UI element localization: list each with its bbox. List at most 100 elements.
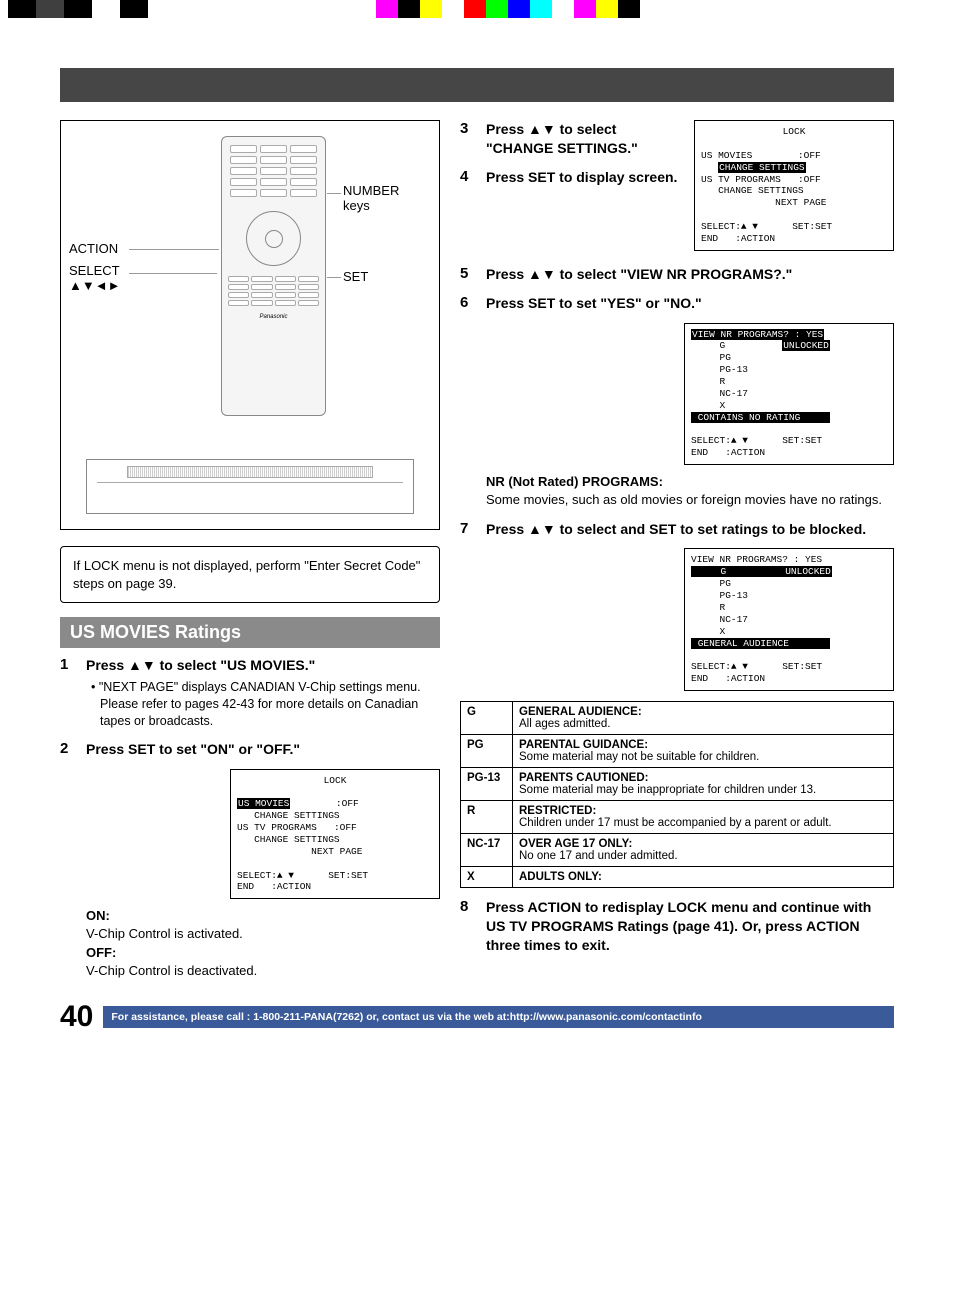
- osd-footer: END :ACTION: [691, 447, 765, 458]
- osd-line: G UNLOCKED: [691, 566, 832, 577]
- table-row: PGPARENTAL GUIDANCE:Some material may no…: [461, 735, 894, 768]
- step-title: Press ▲▼ to select "US MOVIES.": [86, 657, 315, 673]
- color-registration-bar: [0, 0, 954, 18]
- page-number: 40: [60, 1000, 93, 1034]
- on-off-description: ON: V-Chip Control is activated. OFF: V-…: [60, 907, 440, 980]
- rating-desc: RESTRICTED:Children under 17 must be acc…: [513, 801, 894, 834]
- rating-desc: PARENTS CAUTIONED:Some material may be i…: [513, 768, 894, 801]
- osd-footer: END :ACTION: [237, 881, 311, 892]
- rating-desc: ADULTS ONLY:: [513, 867, 894, 888]
- osd-line: CHANGE SETTINGS: [701, 162, 806, 173]
- rating-desc: PARENTAL GUIDANCE:Some material may not …: [513, 735, 894, 768]
- step-2: 2 Press SET to set "ON" or "OFF.": [60, 740, 440, 759]
- label-set: SET: [343, 269, 368, 284]
- osd-nr-screen-2: VIEW NR PROGRAMS? : YES G UNLOCKED PG PG…: [684, 548, 894, 691]
- osd-line: PG: [691, 352, 731, 363]
- step-number: 6: [460, 294, 476, 313]
- osd-lock-screen-2: LOCK US MOVIES :OFF CHANGE SETTINGS US T…: [694, 120, 894, 251]
- osd-line: PG-13: [691, 590, 748, 601]
- step-7: 7 Press ▲▼ to select and SET to set rati…: [460, 520, 894, 539]
- leader-line: [327, 193, 341, 194]
- table-row: NC-17OVER AGE 17 ONLY:No one 17 and unde…: [461, 834, 894, 867]
- osd-line: R: [691, 602, 725, 613]
- osd-wrap: VIEW NR PROGRAMS? : YES G UNLOCKED PG PG…: [460, 548, 894, 691]
- step-number: 5: [460, 265, 476, 284]
- nr-text: Some movies, such as old movies or forei…: [486, 492, 882, 507]
- osd-line: NC-17: [691, 388, 748, 399]
- osd-title: LOCK: [701, 126, 887, 138]
- device-front-panel: [86, 459, 414, 514]
- step-title: Press ACTION to redisplay LOCK menu and …: [486, 899, 871, 953]
- remote-number-keys: [222, 137, 325, 205]
- osd-head: VIEW NR PROGRAMS? : YES: [691, 554, 822, 565]
- note-box: If LOCK menu is not displayed, perform "…: [60, 546, 440, 603]
- rating-desc: GENERAL AUDIENCE:All ages admitted.: [513, 702, 894, 735]
- osd-nr-screen-1: VIEW NR PROGRAMS? : YES G UNLOCKED PG PG…: [684, 323, 894, 466]
- leader-line: [129, 249, 219, 250]
- table-row: GGENERAL AUDIENCE:All ages admitted.: [461, 702, 894, 735]
- step-number: 1: [60, 656, 76, 730]
- rating-code: NC-17: [461, 834, 513, 867]
- osd-line: X: [691, 626, 725, 637]
- osd-footer: END :ACTION: [691, 673, 765, 684]
- osd-line: CONTAINS NO RATING: [691, 412, 830, 423]
- on-label: ON:: [86, 908, 110, 923]
- osd-line: US MOVIES :OFF: [237, 798, 359, 809]
- step-title: Press ▲▼ to select and SET to set rating…: [486, 521, 866, 537]
- section-header: US MOVIES Ratings: [60, 617, 440, 648]
- step-title: Press SET to set "ON" or "OFF.": [86, 741, 300, 757]
- footer-assistance-bar: For assistance, please call : 1-800-211-…: [103, 1006, 894, 1028]
- osd-footer: END :ACTION: [701, 233, 775, 244]
- step-1: 1 Press ▲▼ to select "US MOVIES." • "NEX…: [60, 656, 440, 730]
- osd-line: CHANGE SETTINGS: [237, 834, 340, 845]
- rating-code: G: [461, 702, 513, 735]
- step-number: 2: [60, 740, 76, 759]
- nr-title: NR (Not Rated) PROGRAMS:: [486, 474, 663, 489]
- rating-code: R: [461, 801, 513, 834]
- step-number: 8: [460, 898, 476, 955]
- osd-line: CHANGE SETTINGS: [237, 810, 340, 821]
- step-8: 8 Press ACTION to redisplay LOCK menu an…: [460, 898, 894, 955]
- step-number: 7: [460, 520, 476, 539]
- step-title: Press SET to display screen.: [486, 169, 677, 185]
- page-content: ACTION SELECT ▲▼◄► NUMBER keys SET: [0, 18, 954, 1054]
- osd-head: VIEW NR PROGRAMS? : YES: [691, 329, 824, 340]
- osd-wrap: VIEW NR PROGRAMS? : YES G UNLOCKED PG PG…: [460, 323, 894, 466]
- left-column: ACTION SELECT ▲▼◄► NUMBER keys SET: [60, 120, 440, 980]
- page-footer: 40 For assistance, please call : 1-800-2…: [60, 1000, 894, 1034]
- osd-footer: SELECT:▲ ▼ SET:SET: [691, 661, 822, 672]
- step-6: 6 Press SET to set "YES" or "NO.": [460, 294, 894, 313]
- rating-desc: OVER AGE 17 ONLY:No one 17 and under adm…: [513, 834, 894, 867]
- step-title: Press ▲▼ to select "CHANGE SETTINGS.": [486, 121, 638, 156]
- remote-transport-keys: [222, 272, 325, 310]
- osd-footer: SELECT:▲ ▼ SET:SET: [701, 221, 832, 232]
- remote-body: Panasonic: [221, 136, 326, 416]
- bullet-text: "NEXT PAGE" displays CANADIAN V-Chip set…: [99, 680, 421, 728]
- step-5: 5 Press ▲▼ to select "VIEW NR PROGRAMS?.…: [460, 265, 894, 284]
- off-label: OFF:: [86, 945, 116, 960]
- label-number: NUMBER keys: [343, 183, 399, 213]
- two-column-layout: ACTION SELECT ▲▼◄► NUMBER keys SET: [60, 120, 894, 980]
- label-action: ACTION: [69, 241, 118, 256]
- osd-line: PG: [691, 578, 731, 589]
- rating-code: PG: [461, 735, 513, 768]
- remote-brand: Panasonic: [222, 314, 325, 320]
- step-3: 3 Press ▲▼ to select "CHANGE SETTINGS.": [460, 120, 684, 158]
- table-row: XADULTS ONLY:: [461, 867, 894, 888]
- label-select: SELECT ▲▼◄►: [69, 263, 120, 293]
- osd-line: US TV PROGRAMS :OFF: [237, 822, 357, 833]
- osd-line: X: [691, 400, 725, 411]
- step-number: 4: [460, 168, 476, 187]
- osd-line: PG-13: [691, 364, 748, 375]
- nr-description: NR (Not Rated) PROGRAMS: Some movies, su…: [460, 473, 894, 509]
- osd-lock-screen-1: LOCK US MOVIES :OFF CHANGE SETTINGS US T…: [230, 769, 440, 900]
- rating-code: PG-13: [461, 768, 513, 801]
- on-text: V-Chip Control is activated.: [86, 926, 243, 941]
- leader-line: [327, 277, 341, 278]
- remote-dpad: [246, 211, 301, 266]
- step-number: 3: [460, 120, 476, 158]
- step-title: Press ▲▼ to select "VIEW NR PROGRAMS?.": [486, 266, 792, 282]
- table-row: RRESTRICTED:Children under 17 must be ac…: [461, 801, 894, 834]
- osd-line: US TV PROGRAMS :OFF: [701, 174, 821, 185]
- step-title: Press SET to set "YES" or "NO.": [486, 295, 702, 311]
